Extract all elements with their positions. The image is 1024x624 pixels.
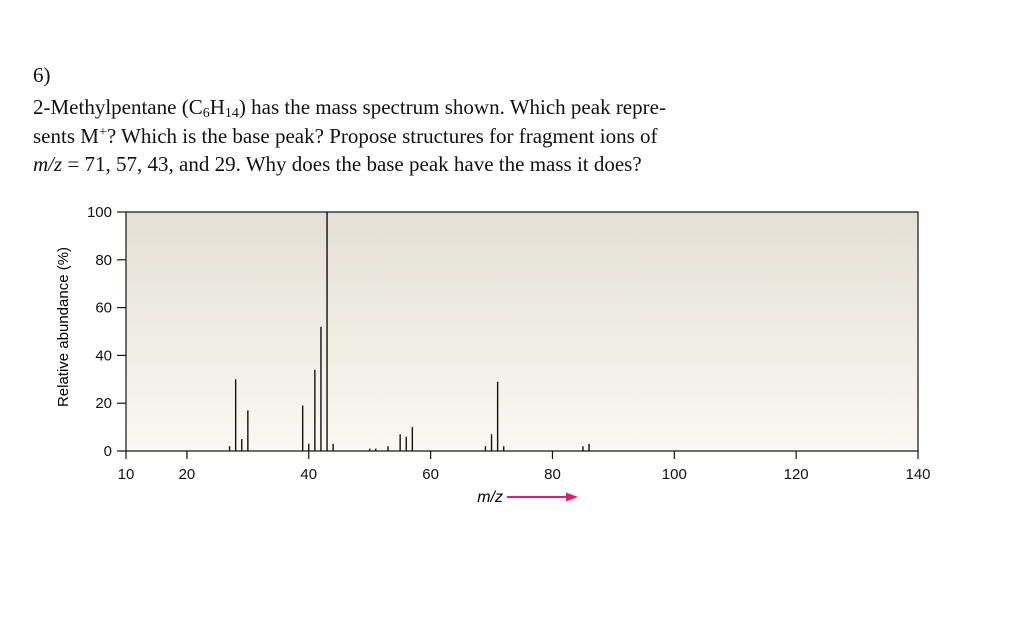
charge-superscript: + (98, 124, 107, 140)
x-tick-label-40: 40 (300, 466, 317, 483)
formula-subscript-c: 6 (202, 106, 210, 121)
y-tick-label-0: 0 (104, 443, 112, 460)
y-tick-label-40: 40 (95, 347, 112, 364)
formula-h: H (209, 95, 225, 119)
x-tick-label-100: 100 (662, 466, 687, 483)
mz-italic: m/z (33, 152, 63, 176)
plot-frame (125, 211, 919, 452)
line3-rest: = 71, 57, 43, and 29. Why does the base … (62, 152, 642, 176)
x-axis-arrow (507, 492, 578, 502)
x-tick-label-10: 10 (118, 466, 135, 483)
x-tick-label-120: 120 (784, 466, 809, 483)
peaks-layer (228, 212, 590, 451)
x-axis-arrow-head (566, 492, 578, 502)
x-tick-label-140: 140 (905, 466, 930, 483)
question-line-1: 2-Methylpentane (C6H14) has the mass spe… (33, 93, 833, 122)
x-tick-label-80: 80 (544, 466, 561, 483)
y-tick-label-80: 80 (95, 252, 112, 269)
x-axis-label: m/z (477, 489, 503, 506)
formula-subscript-h: 14 (224, 106, 239, 121)
line2-rest: ? Which is the base peak? Propose struct… (106, 123, 658, 148)
y-tick-label-100: 100 (87, 204, 112, 221)
x-tick-label-60: 60 (422, 466, 439, 483)
question-line-3: m/z = 71, 57, 43, and 29. Why does the b… (33, 150, 833, 179)
line1-rest: ) has the mass spectrum shown. Which pea… (238, 95, 666, 119)
y-axis-label: Relative abundance (%) (55, 247, 72, 407)
y-tick-label-20: 20 (95, 395, 112, 412)
question-line-2: sents M+? Which is the base peak? Propos… (33, 122, 833, 151)
question-text: 2-Methylpentane (C6H14) has the mass spe… (33, 93, 833, 179)
y-tick-label-60: 60 (95, 300, 112, 317)
x-tick-label-20: 20 (179, 466, 196, 483)
line2-start: sents M (33, 123, 99, 148)
plot-background (126, 212, 918, 451)
question-number: 6) (33, 63, 51, 87)
ticks-layer: 10 20 40 60 80 100 120 140 0 20 40 60 80 100 (87, 204, 931, 483)
compound-text: 2-Methylpentane (C (33, 95, 203, 119)
